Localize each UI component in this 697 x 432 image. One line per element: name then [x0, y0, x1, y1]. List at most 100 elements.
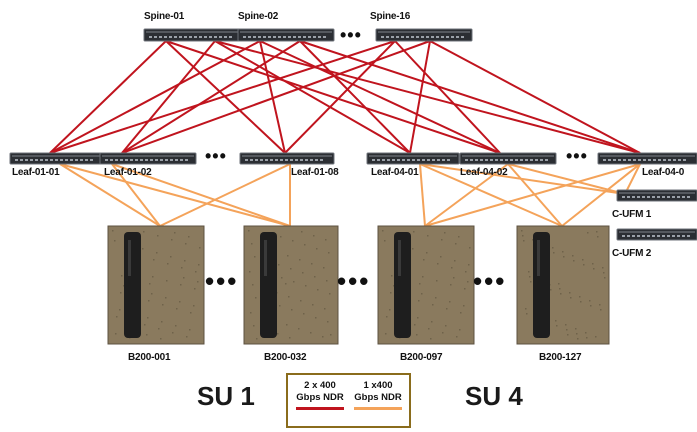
- leaf-label-01-02: Leaf-01-02: [104, 167, 152, 178]
- leaf-switch-leaf-01-02-port: [115, 159, 118, 161]
- node-texture: [184, 260, 186, 262]
- spine-switch-spine-02-port: [298, 36, 301, 38]
- node-texture: [144, 324, 146, 326]
- ufm-label-1: C-UFM 1: [612, 209, 652, 220]
- spine-switch-spine-02-port: [248, 36, 251, 38]
- leaf-link-0-1: [59, 163, 291, 227]
- node-texture: [174, 232, 176, 234]
- leaf-switch-leaf-01-02-port: [150, 159, 153, 161]
- node-texture: [435, 297, 437, 299]
- node-texture: [446, 308, 448, 310]
- node-texture: [328, 252, 330, 254]
- node-b200-097: [377, 225, 475, 345]
- leaf-switch-leaf-04-01-port: [387, 159, 390, 161]
- node-texture: [418, 300, 420, 302]
- leaf-ufm-link-5: [624, 163, 641, 195]
- ufm-server-2: [616, 228, 697, 241]
- node-texture: [167, 263, 169, 265]
- node-texture: [146, 334, 148, 336]
- leaf-switch-leaf-04-02-port: [485, 159, 488, 161]
- node-texture: [189, 329, 191, 331]
- leaf-switch-leaf-04-0x-rail: [600, 155, 695, 157]
- node-texture: [157, 235, 159, 237]
- leaf-switch-leaf-01-01-rail: [12, 155, 102, 157]
- leaf-switch-leaf-04-02-port: [540, 159, 543, 161]
- ufm-server-2-port: [682, 235, 685, 237]
- leaf-switch-leaf-04-01-port: [422, 159, 425, 161]
- leaf-label-04-01: Leaf-04-01: [371, 167, 419, 178]
- node-ellipsis-3: •••: [473, 266, 507, 296]
- leaf-switch-leaf-01-08-port: [250, 159, 253, 161]
- leaf-switch-leaf-01-01-port: [75, 159, 78, 161]
- spine-link-0-3: [214, 40, 411, 154]
- leaf-switch-leaf-04-01-port: [447, 159, 450, 161]
- node-texture: [385, 333, 387, 335]
- node-texture: [162, 304, 164, 306]
- leaf-switch-leaf-04-0x-port: [623, 159, 626, 161]
- node-b200-127: [516, 225, 610, 345]
- node-texture: [386, 316, 388, 318]
- node-chassis: [243, 225, 339, 345]
- leaf-switch-leaf-01-01-port: [85, 159, 88, 161]
- leaf-ellipsis-su4: •••: [566, 146, 588, 166]
- node-texture: [278, 264, 280, 266]
- node-texture: [556, 325, 558, 327]
- node-texture: [292, 240, 294, 242]
- leaf-switch-leaf-04-01-port: [372, 159, 375, 161]
- node-texture: [460, 312, 462, 314]
- node-texture: [563, 256, 565, 258]
- node-texture: [256, 338, 258, 340]
- spine-leaf-links: [49, 40, 641, 154]
- node-texture: [587, 232, 589, 234]
- node-texture: [325, 239, 327, 241]
- node-logo-strip: [537, 240, 540, 276]
- node-texture: [314, 276, 316, 278]
- spine-link-1-0: [49, 40, 261, 154]
- node-texture: [188, 236, 190, 238]
- leaf-switch-leaf-01-08-rail: [242, 155, 332, 157]
- spine-switch-spine-16-port: [446, 36, 449, 38]
- leaf-switch-leaf-01-02-port: [135, 159, 138, 161]
- spine-switch-spine-16: [375, 28, 473, 42]
- link-legend: 2 x 400 Gbps NDR 1 x400 Gbps NDR: [286, 373, 411, 428]
- node-texture: [197, 281, 199, 283]
- node-texture: [525, 308, 527, 310]
- node-texture: [143, 231, 145, 233]
- node-texture: [255, 297, 257, 299]
- spine-switch-spine-02-port: [253, 36, 256, 38]
- ufm-server-1-port: [647, 196, 650, 198]
- node-texture: [565, 324, 567, 326]
- ufm-server-2-port: [622, 235, 625, 237]
- node-texture: [253, 325, 255, 327]
- leaf-switch-leaf-01-08-port: [255, 159, 258, 161]
- ufm-server-1-port: [667, 196, 670, 198]
- node-texture: [530, 281, 532, 283]
- leaf-switch-leaf-04-0x-port: [613, 159, 616, 161]
- leaf-switch-leaf-04-0x-port: [628, 159, 631, 161]
- node-texture: [382, 230, 384, 232]
- leaf-switch-leaf-04-01-port: [407, 159, 410, 161]
- ufm-server-2-port: [677, 235, 680, 237]
- leaf-switch-leaf-04-01: [366, 152, 460, 165]
- spine-switch-spine-16-body: [375, 28, 473, 42]
- node-texture: [190, 312, 192, 314]
- ufm-server-2-port: [632, 235, 635, 237]
- ufm-server-1-body: [616, 189, 697, 202]
- leaf-ufm-link-4: [507, 163, 626, 195]
- spine-switch-spine-02-port: [283, 36, 286, 38]
- node-texture: [114, 240, 116, 242]
- node-texture: [580, 301, 582, 303]
- node-texture: [559, 288, 561, 290]
- leaf-switch-leaf-01-02: [99, 152, 197, 165]
- spine-switch-spine-01-port: [204, 36, 207, 38]
- spine-link-2-4: [394, 40, 501, 154]
- spine-switch-spine-02-port: [258, 36, 261, 38]
- su-label-1: SU 1: [197, 381, 255, 411]
- legend-leaf-link-label: 1 x400 Gbps NDR: [354, 380, 402, 403]
- node-texture: [316, 248, 318, 250]
- leaf-switch-leaf-01-01-port: [65, 159, 68, 161]
- spine-label-16: Spine-16: [370, 11, 411, 22]
- spine-switch-spine-16-port: [381, 36, 384, 38]
- node-texture: [555, 320, 557, 322]
- ufm-server-1-port: [622, 196, 625, 198]
